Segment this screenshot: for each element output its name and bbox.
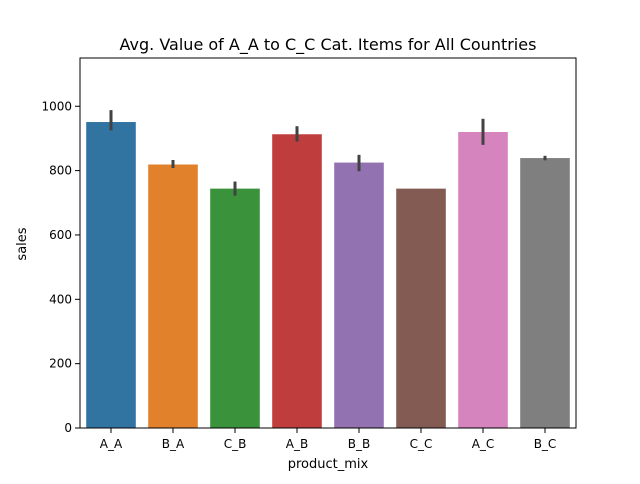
- x-tick-label: B_B: [348, 437, 370, 451]
- bar-b-c: [520, 158, 570, 429]
- plot-area: [79, 57, 577, 429]
- x-tick-label: C_B: [224, 437, 247, 451]
- y-tick-label: 0: [64, 421, 72, 435]
- x-tick-label: B_A: [162, 437, 185, 451]
- plot-frame: [79, 57, 577, 429]
- y-tick-label: 1000: [41, 99, 72, 113]
- bar-c-c: [396, 188, 446, 428]
- bar-b-b: [334, 162, 384, 428]
- y-axis: 0 200 400 600 800 1000: [41, 99, 80, 435]
- bar-a-b: [272, 134, 322, 428]
- chart-title: Avg. Value of A_A to C_C Cat. Items for …: [120, 35, 537, 55]
- x-axis: A_A B_A C_B A_B B_B C_C A_C B_C: [100, 428, 557, 451]
- x-tick-label: A_B: [286, 437, 308, 451]
- x-tick-label: A_A: [100, 437, 123, 451]
- y-tick-label: 800: [49, 164, 72, 178]
- x-tick-label: A_C: [472, 437, 495, 451]
- bar-c-b: [210, 188, 260, 428]
- y-tick-label: 600: [49, 228, 72, 242]
- x-tick-label: B_C: [534, 437, 557, 451]
- y-tick-label: 200: [49, 357, 72, 371]
- x-tick-label: C_C: [410, 437, 433, 451]
- bar-a-a: [86, 122, 136, 428]
- y-axis-label: sales: [15, 227, 30, 260]
- x-axis-label: product_mix: [288, 457, 369, 472]
- bar-b-a: [148, 164, 198, 428]
- bar-a-c: [458, 132, 508, 428]
- y-tick-label: 400: [49, 292, 72, 306]
